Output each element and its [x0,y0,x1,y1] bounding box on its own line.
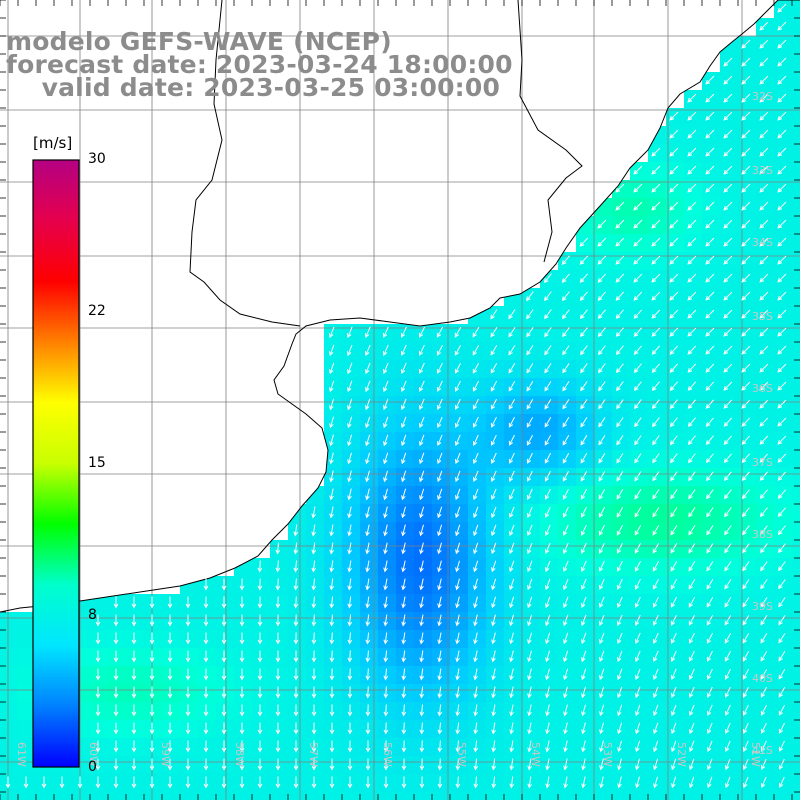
lat-label: 38S [752,528,773,541]
wind-arrows [5,3,787,789]
lon-label: 59W [159,742,172,767]
valid-date: valid date: 2023-03-25 03:00:00 [6,73,501,102]
lat-label: 39S [752,600,773,613]
lat-label: 41S [752,744,773,757]
lon-label: 57W [307,742,320,767]
lat-label: 37S [752,456,773,469]
lat-label: 36S [752,382,773,395]
longitude-labels: 61W 60W 59W 58W 57W 56W 55W 54W 53W 52W 51W [15,742,762,767]
forecast-date: forecast date: 2023-03-24 18:00:00 [6,50,513,79]
lon-label: 58W [233,742,246,767]
lat-label: 32S [752,90,773,103]
lon-label: 56W [381,742,394,767]
lat-label: 40S [752,672,773,685]
coastline [0,0,800,613]
colorbar-ramp [32,159,80,768]
lon-label: 55W [455,742,468,767]
lon-label: 61W [15,742,28,767]
model-title: modelo GEFS-WAVE (NCEP) [6,27,392,56]
title-block: modelo GEFS-WAVE (NCEP) forecast date: 2… [6,27,513,102]
lon-label: 53W [601,742,614,767]
lat-label: 34S [752,236,773,249]
lat-label: 33S [752,164,773,177]
latitude-labels: 32S 33S 34S 35S 36S 37S 38S 39S 40S 41S [752,90,773,757]
lon-label: 60W [87,742,100,767]
lon-label: 51W [749,742,762,767]
lat-label: 35S [752,310,773,323]
colorbar [32,159,80,768]
lon-label: 54W [529,742,542,767]
lon-label: 52W [675,742,688,767]
land-mask [0,0,800,612]
